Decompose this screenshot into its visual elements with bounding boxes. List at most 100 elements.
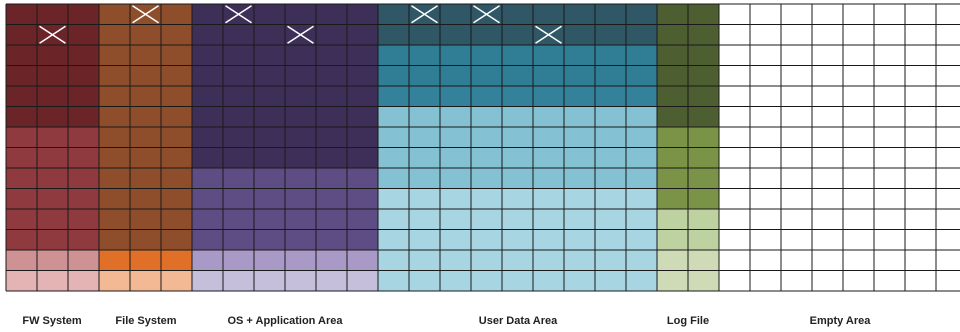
block-empty-area	[719, 106, 750, 127]
block-fw-system	[6, 24, 37, 45]
block-file-system	[130, 65, 161, 86]
block-os-app-area	[347, 188, 378, 209]
block-fw-system	[6, 4, 37, 25]
block-empty-area	[936, 250, 960, 271]
block-fw-system	[37, 45, 68, 66]
block-log-file	[688, 127, 719, 148]
block-user-data-area	[533, 229, 564, 250]
block-empty-area	[936, 45, 960, 66]
block-empty-area	[874, 86, 905, 107]
block-user-data-area	[409, 106, 440, 127]
block-empty-area	[843, 24, 874, 45]
block-empty-area	[936, 86, 960, 107]
block-user-data-area	[595, 106, 626, 127]
block-fw-system	[68, 188, 99, 209]
block-user-data-area	[564, 229, 595, 250]
block-user-data-area	[564, 45, 595, 66]
block-empty-area	[905, 250, 936, 271]
block-empty-area	[719, 229, 750, 250]
block-user-data-area	[409, 45, 440, 66]
block-user-data-area	[409, 24, 440, 45]
block-file-system	[130, 168, 161, 189]
block-os-app-area	[192, 168, 223, 189]
block-user-data-area	[471, 168, 502, 189]
block-user-data-area	[626, 24, 657, 45]
block-user-data-area	[533, 250, 564, 271]
block-user-data-area	[533, 86, 564, 107]
block-user-data-area	[564, 106, 595, 127]
block-log-file	[657, 270, 688, 291]
block-empty-area	[750, 209, 781, 230]
block-user-data-area	[626, 86, 657, 107]
block-empty-area	[905, 4, 936, 25]
block-os-app-area	[316, 4, 347, 25]
block-os-app-area	[347, 24, 378, 45]
block-user-data-area	[626, 209, 657, 230]
block-user-data-area	[378, 4, 409, 25]
block-user-data-area	[502, 209, 533, 230]
block-empty-area	[812, 168, 843, 189]
block-os-app-area	[316, 270, 347, 291]
block-empty-area	[812, 45, 843, 66]
block-os-app-area	[316, 147, 347, 168]
block-user-data-area	[471, 106, 502, 127]
block-fw-system	[37, 127, 68, 148]
block-fw-system	[6, 270, 37, 291]
block-fw-system	[68, 270, 99, 291]
block-empty-area	[874, 45, 905, 66]
block-user-data-area	[502, 250, 533, 271]
block-user-data-area	[626, 229, 657, 250]
block-empty-area	[843, 229, 874, 250]
block-os-app-area	[192, 127, 223, 148]
block-log-file	[688, 229, 719, 250]
block-fw-system	[68, 168, 99, 189]
block-user-data-area	[626, 250, 657, 271]
block-log-file	[657, 24, 688, 45]
block-file-system	[99, 168, 130, 189]
block-file-system	[130, 86, 161, 107]
block-user-data-area	[595, 127, 626, 148]
block-os-app-area	[192, 45, 223, 66]
block-fw-system	[68, 250, 99, 271]
block-user-data-area	[626, 147, 657, 168]
block-os-app-area	[316, 45, 347, 66]
block-user-data-area	[595, 270, 626, 291]
block-fw-system	[68, 24, 99, 45]
label-log-file: Log File	[666, 315, 710, 327]
block-fw-system	[37, 188, 68, 209]
block-empty-area	[750, 24, 781, 45]
block-empty-area	[843, 65, 874, 86]
block-user-data-area	[378, 270, 409, 291]
block-fw-system	[37, 168, 68, 189]
block-fw-system	[37, 270, 68, 291]
block-os-app-area	[316, 229, 347, 250]
block-empty-area	[750, 106, 781, 127]
block-empty-area	[905, 86, 936, 107]
block-file-system	[161, 127, 192, 148]
block-empty-area	[874, 147, 905, 168]
block-fw-system	[37, 209, 68, 230]
block-empty-area	[719, 188, 750, 209]
block-empty-area	[750, 127, 781, 148]
block-user-data-area	[502, 127, 533, 148]
bad-block-mark	[287, 25, 314, 44]
block-user-data-area	[440, 270, 471, 291]
block-log-file	[657, 209, 688, 230]
block-os-app-area	[316, 250, 347, 271]
block-user-data-area	[533, 127, 564, 148]
block-file-system	[99, 250, 130, 271]
block-os-app-area	[347, 65, 378, 86]
block-user-data-area	[533, 65, 564, 86]
block-user-data-area	[378, 127, 409, 148]
block-user-data-area	[471, 86, 502, 107]
block-os-app-area	[285, 127, 316, 148]
block-file-system	[161, 250, 192, 271]
block-os-app-area	[347, 270, 378, 291]
block-empty-area	[719, 250, 750, 271]
block-user-data-area	[564, 147, 595, 168]
block-empty-area	[936, 147, 960, 168]
block-empty-area	[812, 86, 843, 107]
block-empty-area	[843, 106, 874, 127]
block-user-data-area	[564, 86, 595, 107]
block-empty-area	[750, 270, 781, 291]
